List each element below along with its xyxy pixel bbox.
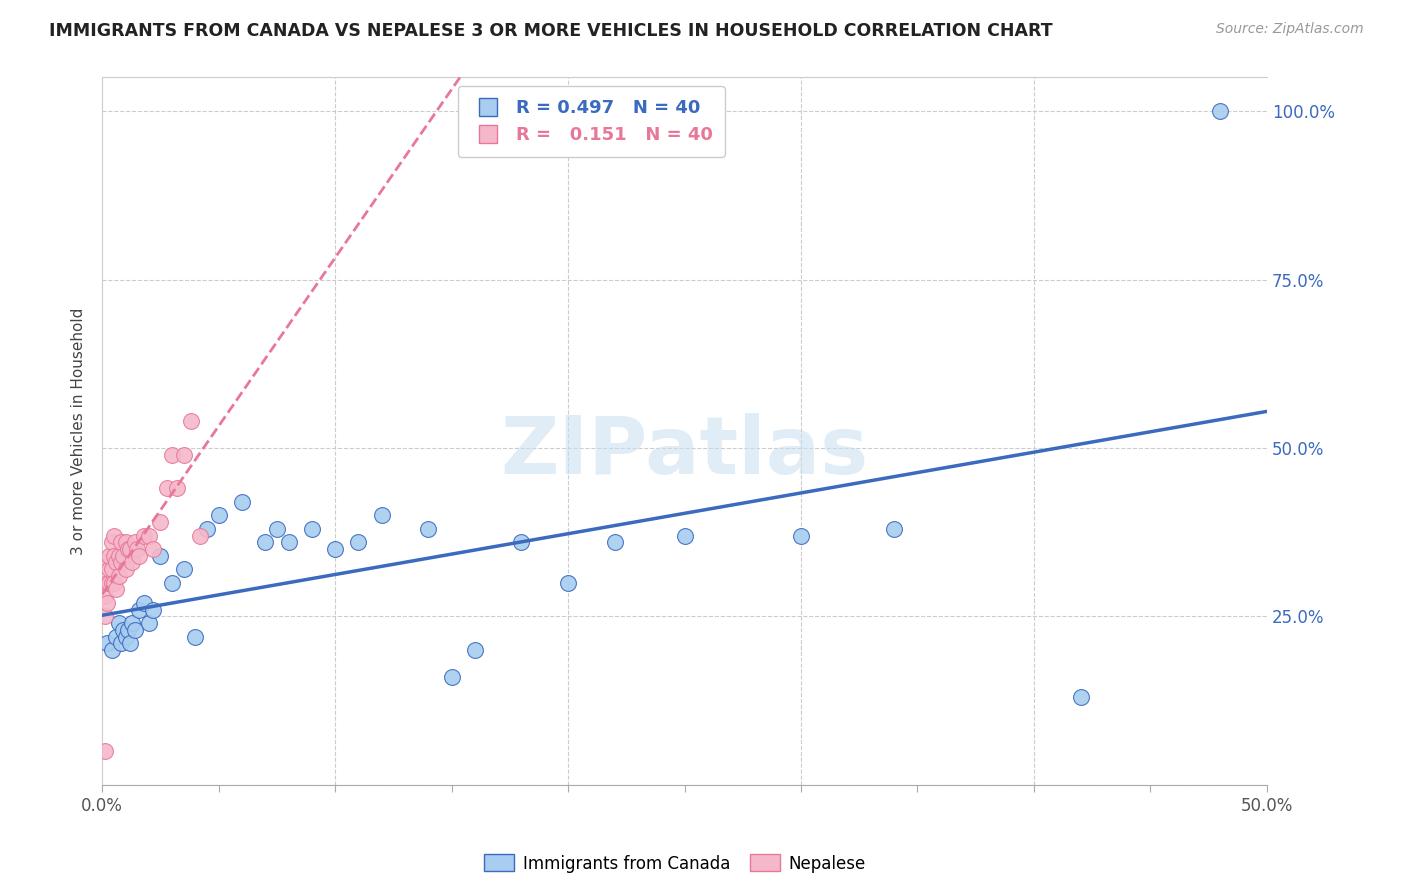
Point (105, 630, 128, 644)
Point (180, 414, 202, 428)
Point (114, 562, 136, 576)
Point (105, 582, 128, 597)
Point (96, 556, 118, 570)
Point (120, 636, 142, 650)
Point (93, 609, 115, 624)
Point (173, 562, 195, 576)
Point (166, 481, 188, 495)
Point (347, 535, 370, 549)
Point (112, 549, 135, 563)
Point (883, 522, 905, 536)
Point (107, 569, 129, 583)
Point (323, 541, 346, 556)
Point (160, 448, 183, 462)
Point (103, 549, 125, 563)
Y-axis label: 3 or more Vehicles in Household: 3 or more Vehicles in Household (72, 308, 86, 555)
Point (100, 535, 122, 549)
Point (127, 541, 149, 556)
Point (110, 636, 132, 650)
Point (98, 575, 121, 590)
Point (103, 528, 125, 542)
Point (128, 602, 150, 616)
Point (208, 508, 231, 523)
Point (673, 528, 696, 542)
Point (100, 643, 122, 657)
Point (117, 541, 139, 556)
Point (1209, 104, 1232, 119)
Point (128, 549, 150, 563)
Point (112, 623, 135, 637)
Point (110, 535, 132, 549)
Point (195, 522, 218, 536)
Point (98, 549, 121, 563)
Point (254, 535, 277, 549)
Point (790, 528, 813, 542)
Point (1070, 690, 1092, 705)
Point (134, 528, 156, 542)
Legend: Immigrants from Canada, Nepalese: Immigrants from Canada, Nepalese (478, 847, 872, 880)
Point (231, 495, 253, 509)
Point (266, 522, 288, 536)
Point (105, 556, 128, 570)
Point (149, 515, 172, 529)
Point (134, 596, 156, 610)
Point (117, 623, 139, 637)
Text: IMMIGRANTS FROM CANADA VS NEPALESE 3 OR MORE VEHICLES IN HOUSEHOLD CORRELATION C: IMMIGRANTS FROM CANADA VS NEPALESE 3 OR … (49, 22, 1053, 40)
Text: ZIPatlas: ZIPatlas (501, 413, 869, 491)
Point (464, 643, 486, 657)
Point (440, 670, 463, 684)
Point (138, 616, 160, 631)
Point (142, 602, 165, 616)
Point (96, 596, 118, 610)
Point (156, 481, 179, 495)
Point (301, 522, 323, 536)
Point (510, 535, 533, 549)
Point (149, 549, 172, 563)
Point (100, 562, 122, 576)
Point (100, 575, 122, 590)
Point (121, 616, 143, 631)
Point (103, 575, 125, 590)
Point (418, 522, 440, 536)
Point (93, 589, 115, 603)
Point (142, 541, 165, 556)
Point (121, 556, 143, 570)
Point (124, 535, 146, 549)
Point (110, 556, 132, 570)
Point (160, 575, 183, 590)
Legend: R = 0.497   N = 40, R =   0.151   N = 40: R = 0.497 N = 40, R = 0.151 N = 40 (458, 87, 725, 157)
Point (138, 528, 160, 542)
Point (124, 623, 146, 637)
Point (93, 744, 115, 758)
Point (173, 448, 195, 462)
Point (371, 508, 394, 523)
Point (277, 535, 299, 549)
Point (107, 549, 129, 563)
Point (114, 630, 136, 644)
Point (107, 616, 129, 631)
Point (120, 541, 142, 556)
Text: Source: ZipAtlas.com: Source: ZipAtlas.com (1216, 22, 1364, 37)
Point (98, 562, 121, 576)
Point (188, 528, 211, 542)
Point (603, 535, 626, 549)
Point (114, 535, 136, 549)
Point (96, 636, 118, 650)
Point (184, 630, 207, 644)
Point (96, 575, 118, 590)
Point (557, 575, 579, 590)
